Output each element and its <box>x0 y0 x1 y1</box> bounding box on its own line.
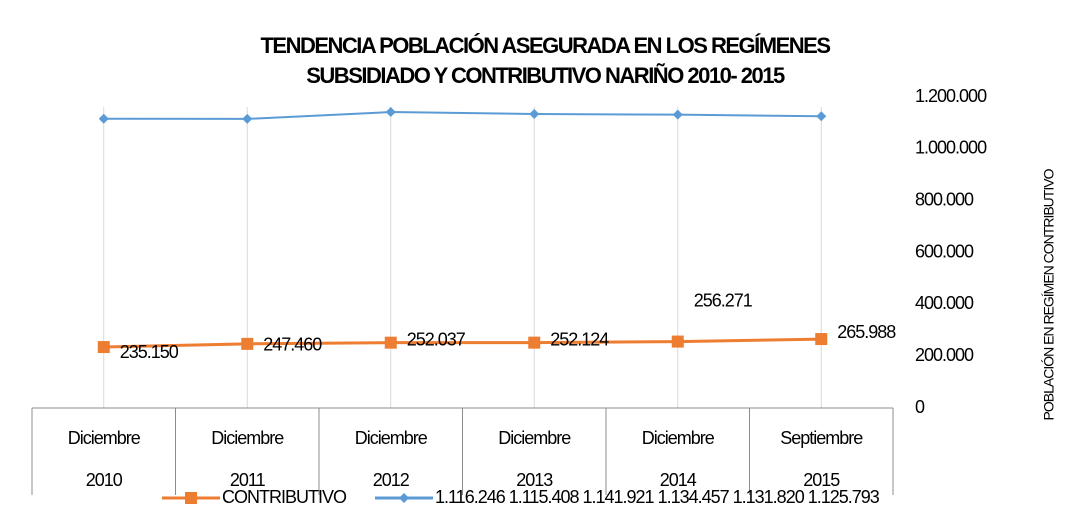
x-tick-label: 2013 <box>516 470 553 490</box>
y-tick-label: 200.000 <box>915 345 974 365</box>
legend-marker <box>399 493 409 503</box>
data-point <box>528 336 541 349</box>
data-point <box>385 107 396 118</box>
data-point <box>815 333 828 346</box>
y-axis-label: POBLACIÓN EN REGÍMEN CONTRIBUTIVO <box>1041 168 1057 420</box>
legend-label: 1.116.246 1.115.408 1.141.921 1.134.457 … <box>435 487 880 507</box>
data-point <box>529 108 540 119</box>
chart-title: SUBSIDIADO Y CONTRIBUTIVO NARIÑO 2010- 2… <box>306 63 785 88</box>
data-point <box>672 109 683 120</box>
x-tick-label: 2011 <box>230 470 266 490</box>
x-tick-label: 2015 <box>803 470 840 490</box>
x-tick-label: Diciembre <box>498 428 571 448</box>
data-point <box>816 111 827 122</box>
data-label: 256.271 <box>694 290 753 310</box>
x-tick-label: Diciembre <box>642 428 715 448</box>
series-line <box>103 111 822 120</box>
y-tick-label: 800.000 <box>915 189 974 209</box>
y-tick-label: 1.200.000 <box>915 86 987 106</box>
data-point <box>98 113 109 124</box>
data-label: 247.460 <box>263 335 322 355</box>
x-tick-label: Diciembre <box>68 428 141 448</box>
y-tick-label: 1.000.000 <box>915 138 987 158</box>
data-point <box>97 341 110 354</box>
x-tick-label: Diciembre <box>355 428 428 448</box>
data-label: 252.124 <box>550 329 609 349</box>
data-point <box>241 337 254 350</box>
series-line <box>103 337 822 349</box>
x-tick-label: 2012 <box>373 470 410 490</box>
chart-title: TENDENCIA POBLACIÓN ASEGURADA EN LOS REG… <box>260 33 830 58</box>
x-tick-label: 2014 <box>660 470 697 490</box>
data-point <box>671 335 684 348</box>
data-label: 252.037 <box>407 329 466 349</box>
legend-marker <box>185 492 197 504</box>
data-label: 265.988 <box>837 322 896 342</box>
legend-label: CONTRIBUTIVO <box>222 487 347 507</box>
x-tick-label: Septiembre <box>780 428 863 448</box>
x-tick-label: Diciembre <box>211 428 284 448</box>
x-tick-label: 2010 <box>86 470 123 490</box>
y-tick-label: 0 <box>915 397 925 417</box>
y-tick-label: 400.000 <box>915 293 974 313</box>
data-label: 235.150 <box>120 342 179 362</box>
y-tick-label: 600.000 <box>915 241 974 261</box>
data-point <box>384 336 397 349</box>
data-point <box>242 113 253 124</box>
